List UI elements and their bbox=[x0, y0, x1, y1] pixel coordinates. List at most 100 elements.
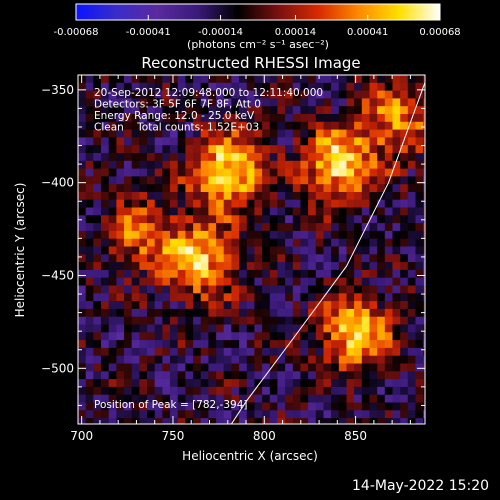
heatmap-cell bbox=[292, 160, 302, 170]
heatmap-cell bbox=[377, 262, 386, 271]
heatmap-cell bbox=[392, 223, 401, 232]
heatmap-cell bbox=[108, 293, 117, 302]
heatmap-cell bbox=[246, 418, 256, 424]
heatmap-cell bbox=[223, 153, 232, 162]
heatmap-cell bbox=[108, 176, 117, 185]
heatmap-cell bbox=[216, 402, 225, 411]
heatmap-cell bbox=[377, 379, 386, 388]
heatmap-cell bbox=[177, 238, 186, 248]
heatmap-cell bbox=[277, 371, 286, 380]
heatmap-cell bbox=[254, 316, 263, 326]
heatmap-cell bbox=[147, 262, 156, 271]
heatmap-cell bbox=[93, 121, 102, 131]
heatmap-cell bbox=[269, 418, 279, 424]
heatmap-cell bbox=[154, 402, 163, 411]
heatmap-cell bbox=[231, 192, 240, 201]
heatmap-cell bbox=[331, 262, 340, 271]
heatmap-cell bbox=[338, 262, 348, 271]
heatmap-cell bbox=[331, 160, 340, 170]
heatmap-cell bbox=[354, 418, 363, 424]
heatmap-cell bbox=[185, 324, 194, 333]
heatmap-cell bbox=[124, 184, 133, 193]
heatmap-cell bbox=[231, 168, 240, 177]
heatmap-cell bbox=[170, 184, 179, 193]
heatmap-cell bbox=[407, 371, 417, 380]
heatmap-cell bbox=[277, 308, 286, 318]
heatmap-cell bbox=[208, 394, 217, 404]
heatmap-cell bbox=[200, 207, 209, 216]
heatmap-cell bbox=[338, 98, 348, 107]
heatmap-cell bbox=[200, 269, 209, 279]
heatmap-cell bbox=[277, 316, 286, 326]
timestamp: 14-May-2022 15:20 bbox=[352, 478, 490, 494]
heatmap-cell bbox=[185, 145, 194, 154]
heatmap-cell bbox=[254, 402, 263, 411]
colorbar-tick-label: -0.00041 bbox=[126, 27, 171, 38]
heatmap-cell bbox=[415, 308, 424, 318]
heatmap-cell bbox=[392, 192, 401, 201]
heatmap-cell bbox=[407, 285, 417, 294]
heatmap-cell bbox=[139, 82, 148, 92]
heatmap-cell bbox=[208, 75, 217, 84]
heatmap-cell bbox=[292, 285, 302, 294]
heatmap-cell bbox=[193, 308, 202, 318]
heatmap-cell bbox=[147, 347, 156, 357]
heatmap-cell bbox=[108, 168, 117, 177]
heatmap-cell bbox=[308, 332, 317, 341]
heatmap-cell bbox=[361, 394, 371, 404]
heatmap-cell bbox=[131, 379, 140, 388]
heatmap-cell bbox=[300, 285, 309, 294]
heatmap-cell bbox=[361, 262, 371, 271]
heatmap-cell bbox=[254, 386, 263, 396]
heatmap-cell bbox=[415, 316, 424, 326]
heatmap-cell bbox=[354, 355, 363, 365]
heatmap-cell bbox=[384, 363, 394, 372]
heatmap-cell bbox=[124, 340, 133, 349]
heatmap-cell bbox=[200, 301, 209, 310]
heatmap-cell bbox=[331, 355, 340, 365]
heatmap-cell bbox=[162, 106, 171, 115]
heatmap-cell bbox=[231, 371, 240, 380]
heatmap-cell bbox=[384, 332, 394, 341]
heatmap-cell bbox=[231, 254, 240, 263]
heatmap-cell bbox=[369, 137, 378, 146]
heatmap-cell bbox=[300, 90, 309, 99]
heatmap-cell bbox=[170, 168, 179, 177]
heatmap-cell bbox=[285, 332, 294, 341]
heatmap-cell bbox=[193, 269, 202, 279]
heatmap-cell bbox=[101, 269, 110, 279]
heatmap-cell bbox=[246, 347, 256, 357]
heatmap-cell bbox=[246, 379, 256, 388]
heatmap-cell bbox=[262, 285, 271, 294]
heatmap-cell bbox=[323, 269, 332, 279]
heatmap-cell bbox=[400, 410, 409, 419]
heatmap-cell bbox=[392, 379, 401, 388]
heatmap-cell bbox=[292, 246, 302, 255]
heatmap-cell bbox=[93, 168, 102, 177]
heatmap-cell bbox=[162, 98, 171, 107]
heatmap-cell bbox=[254, 332, 263, 341]
heatmap-cell bbox=[323, 340, 332, 349]
heatmap-cell bbox=[269, 277, 279, 287]
heatmap-cell bbox=[285, 301, 294, 310]
heatmap-cell bbox=[285, 199, 294, 209]
heatmap-cell bbox=[400, 355, 409, 365]
heatmap-cell bbox=[78, 269, 87, 279]
heatmap-image bbox=[78, 75, 425, 424]
heatmap-cell bbox=[400, 386, 409, 396]
heatmap-cell bbox=[116, 160, 125, 170]
heatmap-cell bbox=[239, 332, 248, 341]
heatmap-cell bbox=[254, 410, 263, 419]
heatmap-cell bbox=[407, 246, 417, 255]
heatmap-cell bbox=[193, 176, 202, 185]
heatmap-cell bbox=[407, 316, 417, 326]
heatmap-cell bbox=[139, 176, 148, 185]
heatmap-cell bbox=[78, 347, 87, 357]
heatmap-cell bbox=[162, 75, 171, 84]
heatmap-cell bbox=[116, 254, 125, 263]
heatmap-cell bbox=[415, 254, 424, 263]
heatmap-cell bbox=[338, 114, 348, 123]
heatmap-cell bbox=[384, 106, 394, 115]
heatmap-cell bbox=[200, 324, 209, 333]
heatmap-cell bbox=[369, 347, 378, 357]
